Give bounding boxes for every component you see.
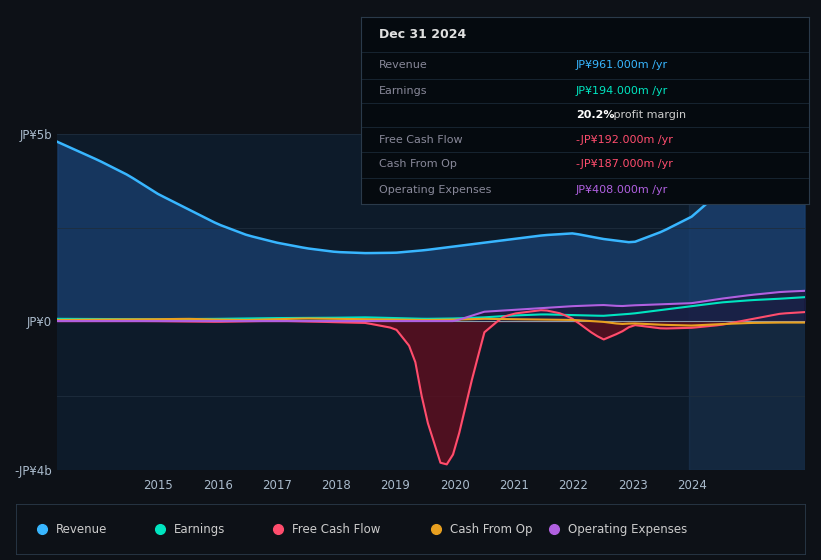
Text: Free Cash Flow: Free Cash Flow: [292, 522, 381, 536]
Text: JP¥961.000m /yr: JP¥961.000m /yr: [576, 59, 668, 69]
Text: 20.2%: 20.2%: [576, 110, 614, 120]
Text: -JP¥192.000m /yr: -JP¥192.000m /yr: [576, 134, 673, 144]
Text: Cash From Op: Cash From Op: [379, 159, 457, 169]
Text: Operating Expenses: Operating Expenses: [379, 185, 492, 195]
Text: Earnings: Earnings: [379, 86, 428, 96]
Text: JP¥194.000m /yr: JP¥194.000m /yr: [576, 86, 668, 96]
Text: Cash From Op: Cash From Op: [450, 522, 532, 536]
Text: Dec 31 2024: Dec 31 2024: [379, 28, 466, 41]
Text: Revenue: Revenue: [379, 59, 428, 69]
Text: JP¥408.000m /yr: JP¥408.000m /yr: [576, 185, 668, 195]
Text: Free Cash Flow: Free Cash Flow: [379, 134, 463, 144]
Text: Earnings: Earnings: [174, 522, 226, 536]
Text: -JP¥187.000m /yr: -JP¥187.000m /yr: [576, 159, 673, 169]
Text: Operating Expenses: Operating Expenses: [568, 522, 687, 536]
Text: profit margin: profit margin: [609, 110, 686, 120]
Text: Revenue: Revenue: [56, 522, 108, 536]
Bar: [689, 134, 805, 470]
